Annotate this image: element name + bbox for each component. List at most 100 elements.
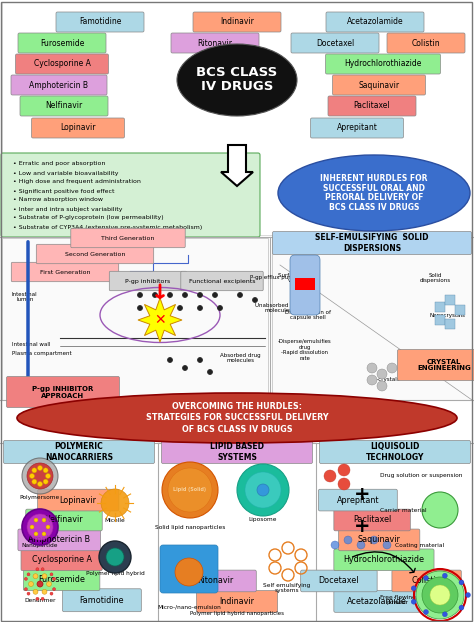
Text: P-gp efflux pump: P-gp efflux pump: [250, 274, 297, 279]
FancyBboxPatch shape: [23, 569, 100, 590]
FancyBboxPatch shape: [181, 271, 263, 290]
Circle shape: [33, 573, 38, 578]
Circle shape: [411, 586, 416, 591]
Circle shape: [198, 305, 202, 310]
Text: Polymer lipid hybrid nanoparticles: Polymer lipid hybrid nanoparticles: [190, 611, 284, 616]
Circle shape: [459, 605, 464, 610]
FancyBboxPatch shape: [71, 228, 185, 248]
FancyArrow shape: [221, 145, 253, 186]
Circle shape: [46, 525, 50, 529]
FancyBboxPatch shape: [2, 238, 268, 400]
FancyBboxPatch shape: [445, 295, 455, 305]
Circle shape: [430, 585, 450, 605]
Circle shape: [387, 363, 397, 373]
Text: Famotidine: Famotidine: [80, 596, 124, 605]
Circle shape: [53, 588, 55, 591]
FancyBboxPatch shape: [193, 12, 281, 32]
Circle shape: [198, 358, 202, 363]
Circle shape: [42, 532, 46, 536]
FancyBboxPatch shape: [301, 570, 377, 592]
FancyBboxPatch shape: [338, 529, 420, 550]
Text: LIQUISOLID
TECHNOLOGY: LIQUISOLID TECHNOLOGY: [366, 442, 424, 462]
Circle shape: [27, 592, 30, 595]
Circle shape: [36, 568, 39, 571]
Circle shape: [37, 581, 43, 587]
FancyBboxPatch shape: [11, 262, 119, 282]
FancyBboxPatch shape: [455, 305, 465, 315]
FancyBboxPatch shape: [162, 440, 312, 463]
FancyBboxPatch shape: [445, 319, 455, 329]
Text: Furosemide: Furosemide: [38, 575, 85, 584]
Circle shape: [37, 465, 43, 470]
Circle shape: [208, 369, 212, 374]
Circle shape: [465, 593, 471, 598]
Text: -Disperse/emulsifies
drug
-Rapid dissolution
rate: -Disperse/emulsifies drug -Rapid dissolu…: [278, 339, 332, 361]
Text: Furosemide: Furosemide: [40, 39, 84, 47]
Text: Solid lipid nanoparticles: Solid lipid nanoparticles: [155, 524, 225, 529]
Circle shape: [53, 577, 55, 580]
Circle shape: [46, 582, 52, 587]
FancyBboxPatch shape: [435, 315, 445, 325]
Circle shape: [182, 366, 188, 371]
Circle shape: [41, 568, 44, 571]
Text: INHERENT HURDLES FOR
SUCCESSFUL ORAL AND
PERORAL DELIVERY OF
BCS CLASS IV DRUGS: INHERENT HURDLES FOR SUCCESSFUL ORAL AND…: [320, 174, 428, 212]
Ellipse shape: [278, 155, 470, 231]
FancyBboxPatch shape: [21, 549, 102, 570]
Circle shape: [99, 541, 131, 573]
Circle shape: [24, 577, 27, 580]
Circle shape: [29, 473, 35, 478]
Text: • Narrow absorption window: • Narrow absorption window: [13, 198, 103, 203]
Text: Micelle: Micelle: [105, 518, 126, 522]
Text: Disintegration of
capsule shell: Disintegration of capsule shell: [285, 310, 331, 320]
Text: Saquinavir: Saquinavir: [358, 536, 401, 544]
FancyBboxPatch shape: [328, 96, 416, 116]
FancyBboxPatch shape: [109, 271, 187, 290]
Circle shape: [32, 468, 37, 473]
Text: Colistin: Colistin: [412, 577, 441, 585]
Text: OVERCOMING THE HURDLES:
STRATEGIES FOR SUCCESSFUL DELIVERY
OF BCS CLASS IV DRUGS: OVERCOMING THE HURDLES: STRATEGIES FOR S…: [146, 402, 328, 434]
FancyBboxPatch shape: [332, 75, 426, 95]
Text: Amphotericin B: Amphotericin B: [28, 536, 91, 544]
Text: P-gp INHIBITOR
APPROACH: P-gp INHIBITOR APPROACH: [32, 386, 94, 399]
Text: Carrier material: Carrier material: [380, 508, 427, 513]
Text: Absorbed drug
molecules: Absorbed drug molecules: [220, 353, 261, 363]
Text: Saquinavir: Saquinavir: [358, 80, 400, 90]
Circle shape: [41, 597, 44, 600]
FancyBboxPatch shape: [272, 238, 472, 400]
Circle shape: [32, 479, 37, 484]
Circle shape: [34, 518, 38, 522]
Text: Cyclosporine A: Cyclosporine A: [34, 60, 91, 68]
Text: • Substrate of CYP3A4 (extensive pre-systemic metabolism): • Substrate of CYP3A4 (extensive pre-sys…: [13, 225, 202, 230]
FancyBboxPatch shape: [20, 96, 108, 116]
Circle shape: [423, 610, 428, 615]
Circle shape: [367, 375, 377, 385]
Text: Hydrochlorothiazide: Hydrochlorothiazide: [344, 555, 424, 564]
Circle shape: [34, 532, 38, 536]
Text: • Inter and intra subject variability: • Inter and intra subject variability: [13, 207, 122, 211]
Circle shape: [27, 514, 53, 540]
Ellipse shape: [17, 393, 457, 443]
FancyBboxPatch shape: [435, 302, 445, 312]
Text: • Erratic and poor absorption: • Erratic and poor absorption: [13, 162, 105, 167]
Circle shape: [237, 292, 243, 297]
Circle shape: [253, 297, 257, 302]
FancyBboxPatch shape: [36, 244, 154, 264]
FancyBboxPatch shape: [63, 589, 141, 611]
Text: Polymersome: Polymersome: [20, 496, 60, 501]
Text: CRYSTAL
ENGINEERING: CRYSTAL ENGINEERING: [417, 358, 471, 371]
Circle shape: [237, 464, 289, 516]
Text: • Low and variable bioavailability: • Low and variable bioavailability: [13, 170, 118, 175]
Circle shape: [367, 363, 377, 373]
Text: Intestinal
lumen: Intestinal lumen: [12, 292, 37, 302]
Text: ✕: ✕: [154, 313, 166, 327]
Text: Paclitaxel: Paclitaxel: [353, 516, 391, 524]
Circle shape: [22, 509, 58, 545]
FancyBboxPatch shape: [18, 529, 100, 550]
Text: Docetaxel: Docetaxel: [319, 577, 359, 585]
Circle shape: [162, 462, 218, 518]
Text: Polymer lipid hybrid: Polymer lipid hybrid: [86, 570, 145, 575]
Text: Free flowing
powder: Free flowing powder: [380, 595, 416, 605]
Text: Nanopartide: Nanopartide: [22, 542, 58, 547]
FancyBboxPatch shape: [295, 278, 315, 290]
Text: Liposome: Liposome: [249, 516, 277, 521]
